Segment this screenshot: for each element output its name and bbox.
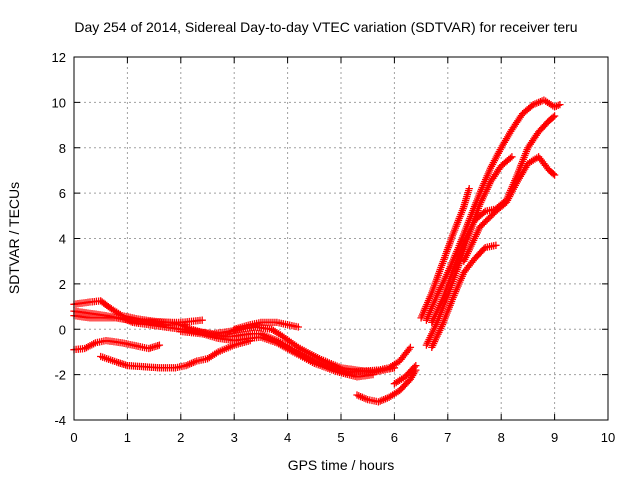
- x-tick-label: 4: [284, 430, 291, 445]
- series-track-10: [422, 96, 564, 324]
- data-point: [412, 361, 420, 370]
- y-tick-label: 8: [59, 141, 66, 156]
- y-axis-ticks: -4 -2 0 2 4 6 8 10 12: [52, 50, 608, 428]
- y-tick-label: -4: [54, 413, 66, 428]
- data-point: [406, 343, 415, 352]
- y-tick-label: 10: [52, 95, 66, 110]
- data-point: [550, 112, 559, 120]
- x-tick-label: 3: [231, 430, 238, 445]
- series-track-15: [460, 153, 559, 265]
- data-point: [465, 184, 473, 193]
- y-tick-label: 2: [59, 277, 66, 292]
- x-tick-label: 5: [337, 430, 344, 445]
- x-tick-label: 10: [601, 430, 615, 445]
- data-point: [294, 323, 302, 331]
- y-tick-label: 0: [59, 322, 66, 337]
- y-axis-label: SDTVAR / TECUs: [6, 182, 22, 294]
- x-axis-label: GPS time / hours: [288, 457, 395, 473]
- x-tick-label: 1: [124, 430, 131, 445]
- series-track-6: [70, 336, 164, 354]
- series-track-7: [97, 336, 254, 372]
- x-tick-label: 6: [391, 430, 398, 445]
- data-point: [155, 341, 164, 349]
- y-tick-label: -2: [54, 368, 66, 383]
- data-point: [246, 336, 254, 345]
- series-track-5: [177, 327, 377, 381]
- x-tick-label: 7: [444, 430, 451, 445]
- series-track-12: [417, 184, 473, 322]
- y-tick-label: 12: [52, 50, 66, 65]
- data-point: [556, 100, 564, 109]
- data-point: [508, 153, 516, 161]
- data-point: [492, 241, 500, 249]
- x-tick-label: 2: [177, 430, 184, 445]
- data-point: [369, 370, 377, 379]
- chart-title: Day 254 of 2014, Sidereal Day-to-day VTE…: [74, 19, 577, 35]
- series-track-9: [390, 361, 420, 388]
- series-track-13: [422, 153, 516, 349]
- series-track-14: [428, 241, 500, 352]
- x-axis-ticks: 0 1 2 3 4 5 6 7 8 9 10: [70, 57, 615, 445]
- x-tick-label: 9: [551, 430, 558, 445]
- data-point: [198, 316, 206, 324]
- x-tick-label: 8: [498, 430, 505, 445]
- y-tick-label: 6: [59, 186, 66, 201]
- series-track-8: [353, 366, 420, 406]
- series-track-4: [230, 318, 302, 333]
- data-point: [549, 113, 557, 121]
- x-tick-label: 0: [70, 430, 77, 445]
- plot-area: [70, 96, 564, 406]
- data-point: [549, 170, 557, 178]
- data-point: [550, 171, 559, 179]
- data-point: [390, 364, 399, 372]
- y-tick-label: 4: [59, 232, 66, 247]
